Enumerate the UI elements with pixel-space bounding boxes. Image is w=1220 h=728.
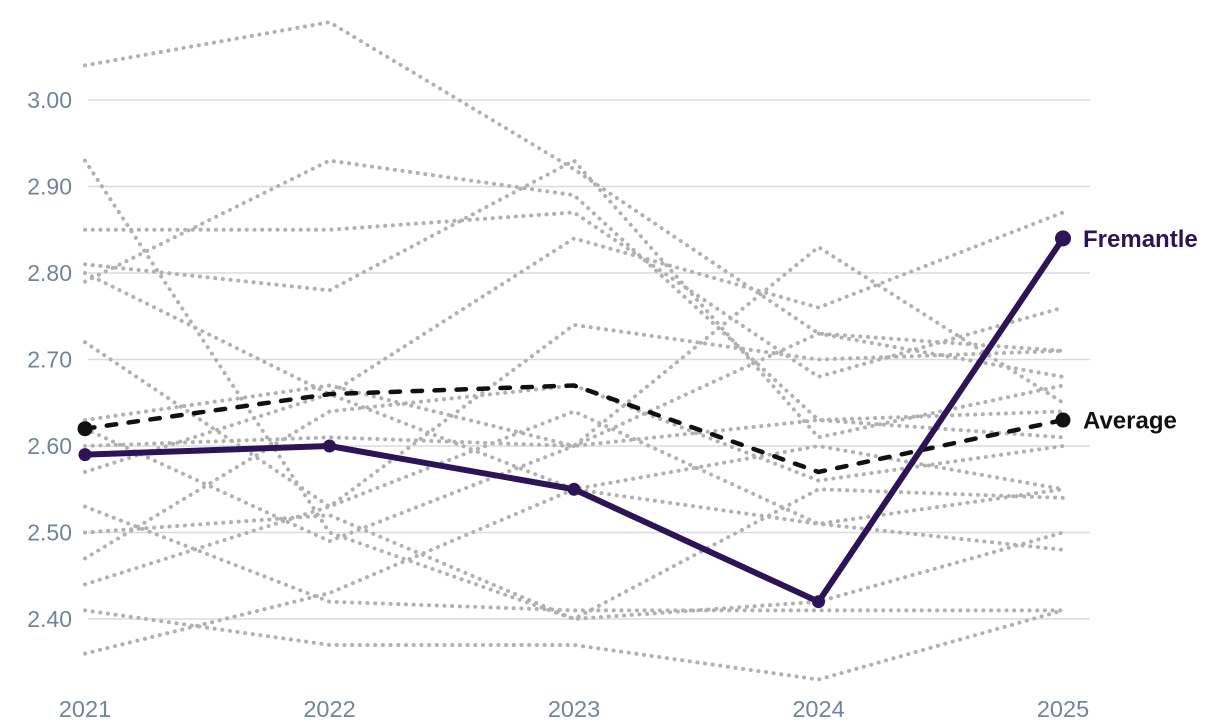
background-series-line [83, 409, 1065, 587]
y-axis-tick-label: 2.50 [27, 520, 72, 546]
x-axis-tick-label: 2025 [1037, 696, 1089, 722]
background-series-line [83, 444, 1065, 656]
background-series-line [83, 487, 1065, 621]
fremantle-point [323, 439, 336, 453]
fremantle-point [567, 482, 581, 496]
average-endpoint-dot [77, 421, 93, 437]
background-series-line [83, 608, 1065, 682]
average-endpoint-dot [1055, 412, 1071, 428]
y-axis-tick-label: 2.40 [27, 606, 72, 632]
background-series-line [83, 418, 1065, 448]
average-series-label: Average [1083, 408, 1177, 435]
fremantle-line [82, 235, 1066, 605]
x-axis-tick-label: 2023 [548, 696, 600, 722]
fremantle-point [78, 448, 92, 462]
x-axis-tick-label: 2024 [792, 696, 844, 722]
x-axis-tick-label: 2022 [303, 696, 355, 722]
fremantle-series-label: Fremantle [1083, 226, 1198, 253]
background-series-line [83, 158, 1065, 440]
background-series-line [83, 158, 1065, 423]
background-series-line [83, 322, 1065, 509]
y-axis-tick-label: 2.70 [27, 347, 72, 373]
fremantle-point [1055, 230, 1071, 247]
background-series-line [83, 504, 1065, 613]
x-axis-tick-label: 2021 [59, 696, 111, 722]
y-axis-tick-label: 2.90 [27, 174, 72, 200]
fremantle-point [812, 595, 825, 609]
y-axis-tick-label: 2.80 [27, 260, 72, 286]
background-series-line [83, 210, 1065, 397]
background-series-line [83, 20, 1065, 353]
y-axis-tick-label: 3.00 [27, 87, 72, 113]
y-axis-tick-label: 2.60 [27, 433, 72, 459]
background-series-line [83, 392, 1065, 526]
average-line [82, 383, 1066, 475]
background-series-line [83, 210, 1065, 379]
background-series-line [83, 331, 1065, 544]
